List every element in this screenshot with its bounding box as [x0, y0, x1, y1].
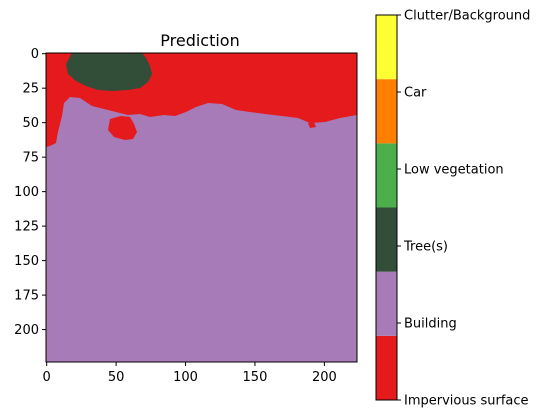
colorbar-label: Tree(s) [403, 240, 448, 255]
prediction-map [45, 52, 358, 363]
colorbar-segment [376, 143, 397, 208]
colorbar-segment [376, 271, 397, 336]
x-tick-label: 50 [108, 370, 125, 385]
y-tick-label: 0 [31, 47, 39, 62]
y-tick-label: 100 [14, 185, 39, 200]
y-tick-label: 25 [22, 82, 39, 97]
colorbar-frame [375, 14, 398, 401]
y-axis: 0 25 50 75 100 125 150 175 200 [14, 47, 46, 338]
colorbar-segment [376, 207, 397, 272]
x-tick-label: 150 [243, 370, 268, 385]
colorbar-label: Car [404, 86, 427, 101]
x-axis: 0 50 100 150 200 [43, 362, 337, 385]
y-tick-label: 125 [14, 220, 39, 235]
colorbar-segment [376, 79, 397, 144]
region-impervious-patch [108, 116, 137, 140]
colorbar-label: Building [404, 317, 457, 332]
y-tick-label: 75 [22, 151, 39, 166]
colorbar-segment [376, 15, 397, 80]
y-tick-label: 175 [14, 289, 39, 304]
y-tick-label: 50 [22, 116, 39, 131]
chart-title: Prediction [160, 31, 239, 50]
colorbar-label: Low vegetation [404, 163, 504, 178]
region-tree [66, 53, 152, 91]
x-tick-label: 200 [312, 370, 337, 385]
plot-frame [45, 52, 358, 363]
colorbar-label: Clutter/Background [404, 9, 530, 24]
region-impervious-dot [308, 122, 316, 128]
colorbar-segment [376, 335, 397, 400]
colorbar: Impervious surface Building Tree(s) Low veg… [375, 9, 530, 409]
colorbar-label: Impervious surface [404, 394, 529, 409]
y-tick-label: 150 [14, 254, 39, 269]
x-tick-label: 0 [43, 370, 51, 385]
y-tick-label: 200 [14, 323, 39, 338]
x-tick-label: 100 [173, 370, 198, 385]
